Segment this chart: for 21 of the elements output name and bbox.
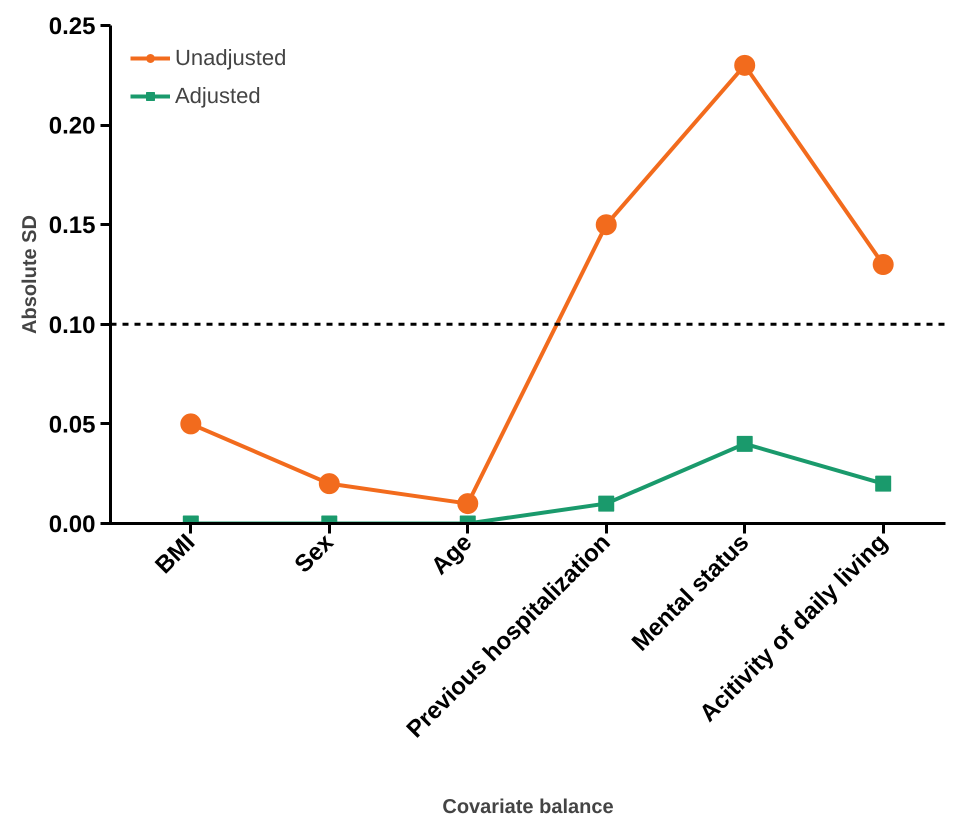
legend-label: Unadjusted <box>175 45 286 71</box>
point <box>734 54 756 76</box>
point <box>736 436 753 452</box>
point <box>180 413 202 434</box>
y-tick-label: 0.05 <box>48 411 96 438</box>
y-tick-label: 0.20 <box>48 112 96 140</box>
x-tick-label: Age <box>426 528 478 580</box>
x-tick-label: Sex <box>290 528 340 578</box>
point <box>596 214 617 236</box>
legend-label: Adjusted <box>175 83 261 109</box>
point <box>875 476 892 492</box>
point <box>457 493 478 514</box>
y-tick-label: 0.25 <box>48 13 96 40</box>
y-tick-label: 0.00 <box>48 511 96 538</box>
point <box>598 496 614 512</box>
y-tick-label: 0.10 <box>48 312 96 339</box>
y-axis-title: Absolute SD <box>18 215 41 334</box>
y-tick-label: 0.15 <box>48 212 96 240</box>
x-axis-title: Covariate balance <box>442 796 614 818</box>
point <box>318 473 340 494</box>
point <box>872 254 894 276</box>
